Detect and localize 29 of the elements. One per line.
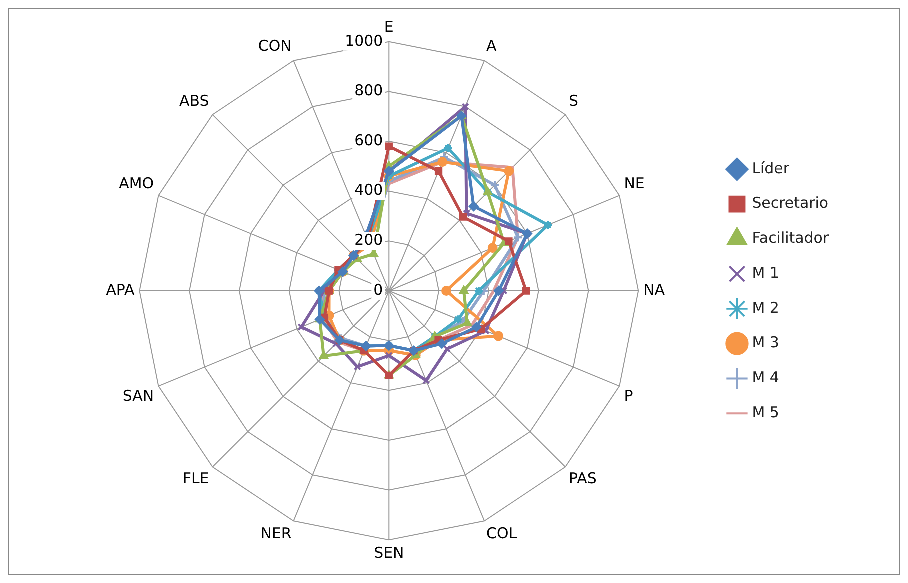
spoke-label: CON — [258, 37, 292, 56]
spoke-label: NA — [644, 280, 666, 299]
spoke-label: A — [486, 37, 498, 56]
legend-label: M 2 — [752, 298, 780, 317]
spoke-label: AMO — [119, 174, 154, 193]
y-tick-label: 0 — [374, 280, 384, 299]
y-tick-label: 800 — [354, 82, 384, 100]
spoke-label: NE — [624, 174, 645, 193]
y-tick-label: 600 — [354, 131, 384, 150]
spoke-label: E — [384, 18, 394, 36]
spoke-label: ABS — [180, 92, 210, 110]
legend-label: Facilitador — [752, 229, 830, 248]
spoke-label: SAN — [122, 387, 154, 406]
spoke-label: P — [624, 387, 634, 406]
legend-label: Líder — [752, 159, 790, 178]
spoke-label: SEN — [374, 544, 404, 562]
y-tick-label: 1000 — [345, 32, 384, 50]
spoke-label: COL — [486, 524, 518, 543]
legend-label: M 1 — [752, 264, 780, 282]
y-tick-label: 400 — [354, 181, 384, 200]
legend-label: M 4 — [752, 368, 780, 387]
spoke-label: NER — [260, 524, 292, 543]
legend-label: M 5 — [752, 403, 780, 422]
spoke-label: APA — [106, 280, 136, 299]
spoke-label: PAS — [569, 470, 597, 488]
spoke-label: FLE — [182, 470, 210, 488]
legend-label: M 3 — [752, 334, 780, 352]
legend-label: Secretario — [752, 194, 829, 212]
spoke-label: S — [569, 92, 579, 110]
